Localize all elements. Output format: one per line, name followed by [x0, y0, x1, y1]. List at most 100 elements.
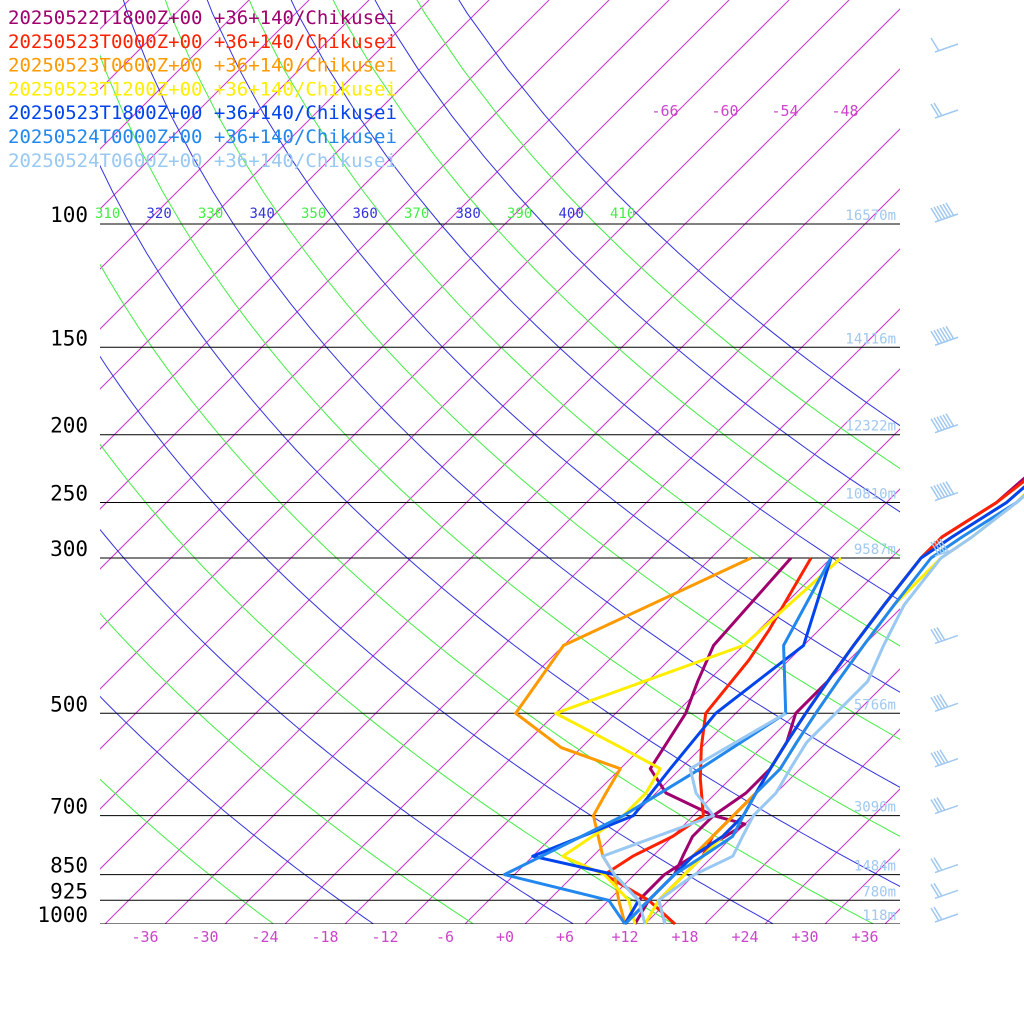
temperature-tick-label: -36 — [131, 928, 158, 946]
temperature-tick-label: +30 — [791, 928, 818, 946]
wind-barb — [930, 325, 959, 346]
dry-adiabat-line — [100, 528, 574, 924]
isotherm-line — [945, 0, 1024, 924]
legend: 20250522T1800Z+00 +36+140/Chikusei202505… — [8, 7, 397, 172]
isotherm-line — [524, 548, 900, 924]
temperature-tick-label: +18 — [671, 928, 698, 946]
pressure-tick-label: 250 — [50, 482, 88, 506]
pressure-tick-label: 700 — [50, 795, 88, 819]
dewpoint-profile-line — [502, 557, 833, 925]
pressure-tick-label: 300 — [50, 537, 88, 561]
pressure-tick-label: 500 — [50, 692, 88, 716]
temperature-tick-label: +36 — [851, 928, 878, 946]
isotherm-line — [884, 908, 900, 924]
theta-label: 310 — [95, 206, 120, 222]
temperature-axis: -36 -30 -24 -18 -12 -6 +0 +6 +12 +18 +24 +30 +36 -66 -… — [131, 102, 878, 946]
height-label: 3090m — [854, 800, 896, 816]
wind-barb — [930, 693, 959, 712]
background-lines — [0, 0, 1024, 924]
theta-label: 400 — [559, 206, 584, 222]
temperature-tick-label: -6 — [436, 928, 454, 946]
wind-barb — [930, 202, 959, 223]
theta-label: 320 — [147, 206, 172, 222]
temperature-tick-label: +24 — [731, 928, 758, 946]
dry-adiabat-line — [458, 0, 900, 427]
dewpoint-profile-line — [601, 712, 787, 925]
sounding-profiles — [502, 476, 1024, 926]
height-label: 118m — [862, 908, 896, 924]
temperature-tick-label: +6 — [556, 928, 574, 946]
dry-adiabat-line — [100, 443, 674, 924]
isotherm-line — [644, 668, 900, 924]
isotherm-line — [100, 0, 310, 210]
height-label: 12322m — [845, 419, 896, 435]
pressure-tick-label: 200 — [50, 414, 88, 438]
dewpoint-profile-line — [602, 557, 813, 926]
isotherm-line — [404, 428, 900, 924]
theta-label: 390 — [507, 206, 532, 222]
isotherm-line — [100, 0, 430, 330]
pressure-tick-label: 850 — [50, 854, 88, 878]
legend-item: 20250523T1800Z+00 +36+140/Chikusei — [8, 102, 397, 124]
wind-barb — [930, 37, 959, 53]
isotherm-line — [824, 848, 900, 924]
legend-item: 20250522T1800Z+00 +36+140/Chikusei — [8, 7, 397, 29]
upper-temperature-tick-label: -48 — [831, 102, 858, 120]
legend-item: 20250523T0000Z+00 +36+140/Chikusei — [8, 31, 397, 53]
isotherm-line — [764, 788, 900, 924]
theta-label: 370 — [404, 206, 429, 222]
height-label: 14116m — [845, 331, 896, 347]
theta-label: 330 — [198, 206, 223, 222]
temperature-profile-line — [623, 485, 1024, 926]
wind-barb — [930, 749, 959, 768]
temperature-tick-label: +0 — [496, 928, 514, 946]
theta-label: 410 — [610, 206, 635, 222]
legend-item: 20250523T0600Z+00 +36+140/Chikusei — [8, 55, 397, 77]
height-label: 9587m — [854, 542, 896, 558]
temperature-tick-label: -30 — [191, 928, 218, 946]
dry-adiabat-line — [416, 0, 900, 470]
dewpoint-profile-line — [514, 556, 752, 925]
temperature-tick-label: -12 — [371, 928, 398, 946]
theta-label: 340 — [250, 206, 275, 222]
height-label: 1484m — [854, 859, 896, 875]
height-label: 16570m — [845, 208, 896, 224]
height-label: 780m — [862, 884, 896, 900]
temperature-profile-line — [633, 476, 1024, 925]
wind-barb — [930, 906, 959, 923]
height-label: 10810m — [845, 487, 896, 503]
pressure-tick-label: 925 — [50, 879, 88, 903]
isotherm-line — [100, 0, 490, 390]
pressure-tick-label: 1000 — [37, 903, 88, 927]
wind-barb — [930, 857, 959, 874]
theta-label: 350 — [301, 206, 326, 222]
pressure-tick-label: 150 — [50, 326, 88, 350]
legend-item: 20250524T0000Z+00 +36+140/Chikusei — [8, 126, 397, 148]
dry-adiabat-line — [332, 0, 900, 557]
isotherm-line — [100, 0, 250, 150]
isotherm-line — [1005, 0, 1024, 924]
theta-label: 380 — [456, 206, 481, 222]
wind-barb — [930, 102, 959, 119]
wind-barbs — [930, 37, 959, 923]
isotherm-line — [464, 488, 900, 924]
legend-item: 20250523T1200Z+00 +36+140/Chikusei — [8, 78, 397, 100]
temperature-profile-line — [623, 493, 1024, 926]
dry-adiabat-line — [100, 778, 274, 924]
wind-barb — [930, 882, 959, 900]
isotherm-line — [0, 0, 4, 924]
legend-item: 20250524T0600Z+00 +36+140/Chikusei — [8, 150, 397, 172]
temperature-tick-label: -24 — [251, 928, 278, 946]
dry-adiabat-line — [100, 612, 474, 924]
wind-barb — [930, 797, 959, 815]
theta-label: 360 — [353, 206, 378, 222]
temperature-tick-label: -18 — [311, 928, 338, 946]
temperature-tick-label: +12 — [611, 928, 638, 946]
isotherm-line — [704, 728, 900, 924]
isotherm-line — [584, 608, 900, 924]
upper-temperature-tick-label: -66 — [651, 102, 678, 120]
upper-temperature-tick-label: -54 — [771, 102, 798, 120]
pressure-tick-label: 100 — [50, 203, 88, 227]
